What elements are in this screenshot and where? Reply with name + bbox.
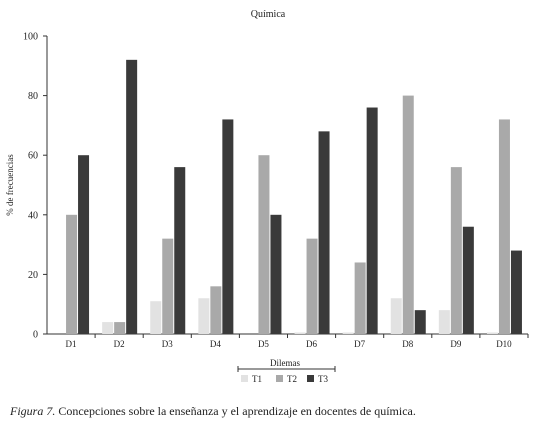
- x-tick-label: D2: [114, 339, 125, 349]
- bar-t1-d7: [342, 332, 354, 334]
- figure-caption: Figura 7. Concepciones sobre la enseñanz…: [10, 404, 416, 419]
- x-tick-label: D6: [306, 339, 317, 349]
- bar-t2-d6: [306, 238, 318, 334]
- legend-swatch-t3: [307, 375, 314, 382]
- x-tick-label: D9: [450, 339, 461, 349]
- bar-t3-d5: [270, 214, 282, 334]
- bar-t1-d6: [294, 332, 306, 334]
- figure-label: Figura 7.: [10, 404, 56, 418]
- bar-t2-d10: [498, 119, 510, 334]
- bar-t2-d3: [162, 238, 174, 334]
- bar-t1-d8: [390, 298, 402, 334]
- bar-t3-d7: [366, 107, 378, 335]
- bar-t1-d10: [486, 332, 498, 334]
- y-tick-label: 20: [28, 270, 38, 281]
- y-tick-label: 100: [23, 32, 38, 43]
- tick-labels: 0 20 40 60 80 100 D1 D2 D3 D4 D5 D6 D7 D8 D9 D10: [23, 32, 512, 350]
- bar-t2-d1: [66, 214, 78, 334]
- x-tick-label: D3: [162, 339, 173, 349]
- x-tick-label: D10: [496, 339, 512, 349]
- bar-t3-d4: [222, 119, 234, 334]
- bar-t1-d9: [438, 310, 450, 334]
- bar-t3-d3: [174, 167, 186, 334]
- bars: [66, 59, 522, 335]
- x-tick-label: D1: [66, 339, 77, 349]
- bar-t3-d9: [462, 226, 474, 334]
- legend-label-t2: T2: [287, 374, 297, 384]
- bar-t2-d8: [402, 95, 414, 334]
- legend: Dilemas T1 T2 T3: [237, 358, 336, 384]
- bar-t2-d7: [354, 262, 366, 334]
- y-tick-label: 0: [33, 330, 38, 341]
- legend-label-t3: T3: [318, 374, 328, 384]
- bar-t2-d5: [258, 155, 270, 334]
- bar-t3-d8: [414, 310, 426, 334]
- bar-t3-d1: [78, 155, 90, 334]
- legend-swatch-t1: [241, 375, 248, 382]
- bar-t2-d2: [114, 322, 126, 334]
- bar-t1-d2: [102, 322, 114, 334]
- y-axis-label: % de frecuencias: [5, 154, 15, 216]
- legend-label-t1: T1: [252, 374, 262, 384]
- bar-chart: Química % de frecuencias 0 20 40 60 80 100 D1 D…: [5, 9, 529, 384]
- bar-t1-d4: [198, 298, 210, 334]
- x-tick-label: D7: [354, 339, 365, 349]
- bar-t3-d6: [318, 131, 330, 334]
- bar-t3-d2: [126, 59, 138, 335]
- x-tick-label: D5: [258, 339, 269, 349]
- bar-t2-d9: [450, 167, 462, 334]
- caption-text: Concepciones sobre la enseñanza y el apr…: [55, 404, 416, 418]
- legend-swatch-t2: [276, 375, 283, 382]
- legend-title: Dilemas: [270, 358, 300, 368]
- bar-t3-d10: [510, 250, 522, 334]
- y-tick-label: 80: [28, 91, 38, 102]
- y-tick-label: 60: [28, 151, 38, 162]
- x-tick-label: D8: [402, 339, 413, 349]
- x-tick-label: D4: [210, 339, 221, 349]
- y-tick-label: 40: [28, 210, 38, 221]
- bar-t2-d4: [210, 286, 222, 334]
- bar-t1-d3: [150, 301, 162, 334]
- chart-title: Química: [251, 9, 286, 20]
